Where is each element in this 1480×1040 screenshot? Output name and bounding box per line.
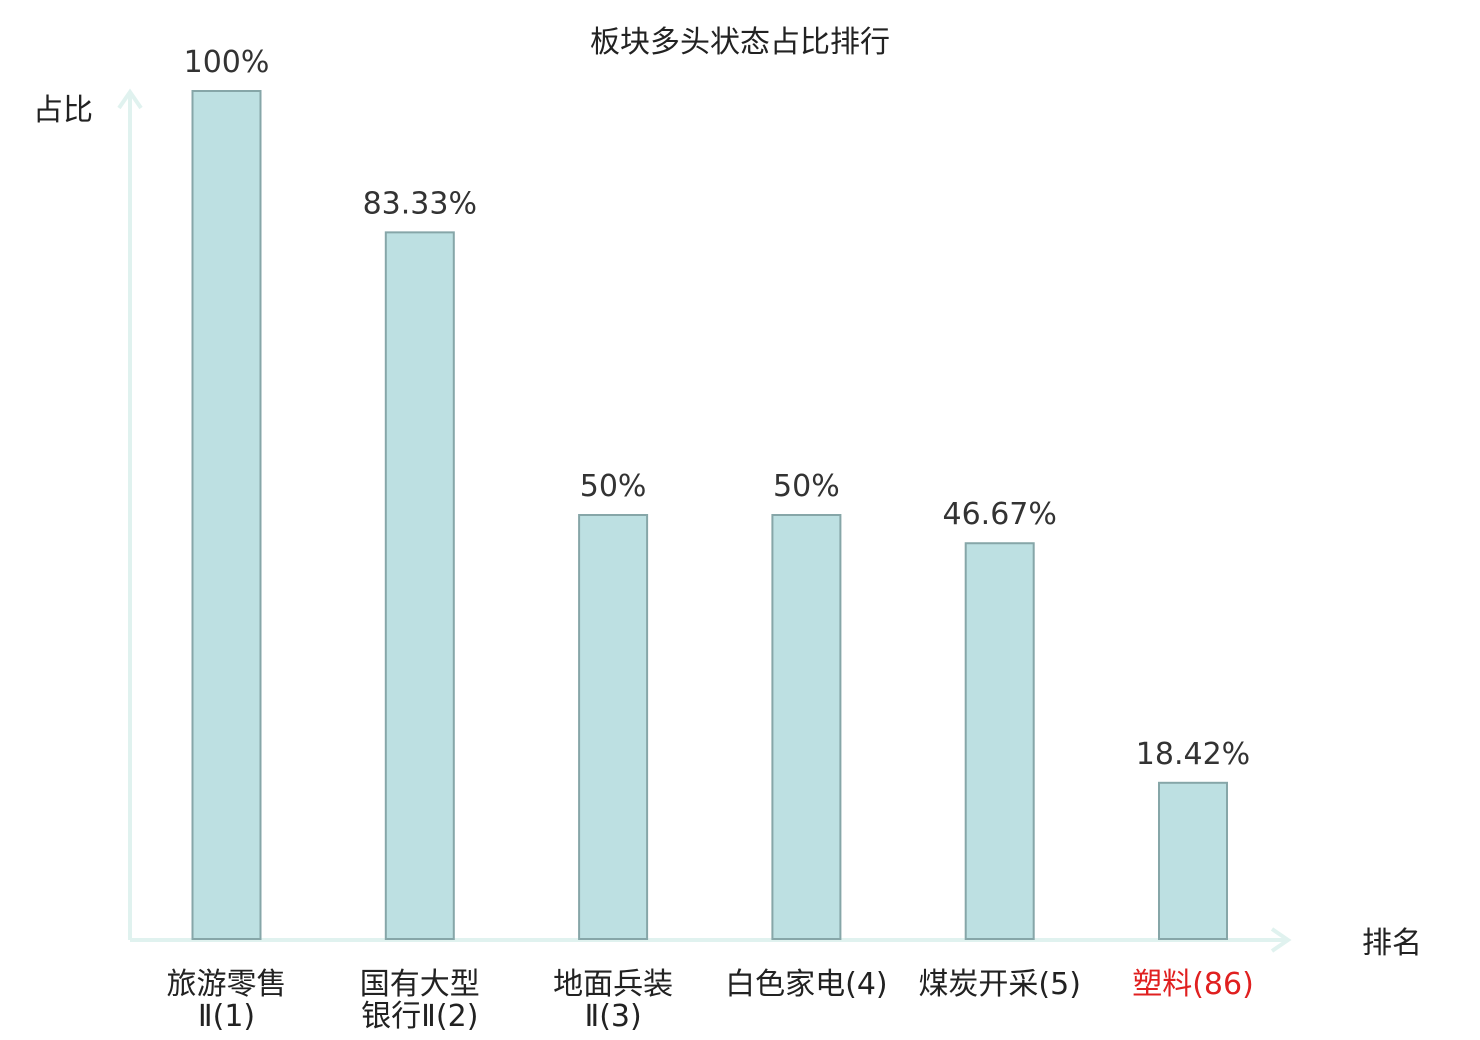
category-label-line: 旅游零售 xyxy=(167,967,287,1002)
value-labels: 100% 83.33% 50% 50% 46.67% 18.42% xyxy=(184,45,1251,772)
category-label-line: 国有大型 xyxy=(360,967,480,1002)
bars xyxy=(191,90,1228,941)
category-label-line: 地面兵装 xyxy=(553,967,673,1002)
x-axis-label: 排名 xyxy=(1362,926,1422,961)
category-label-line: 煤炭开采(5) xyxy=(918,967,1081,1002)
value-label-5: 46.67% xyxy=(943,497,1057,532)
bar-5 xyxy=(964,542,1035,940)
category-label-3: 地面兵装 Ⅱ(3) xyxy=(553,967,673,1034)
category-label-6: 塑料(86) xyxy=(1132,967,1254,1002)
y-axis-arrow xyxy=(117,88,143,110)
category-label-line: Ⅱ(3) xyxy=(584,999,641,1034)
category-label-line: 银行Ⅱ(2) xyxy=(361,999,478,1034)
chart-title: 板块多头状态占比排行 xyxy=(590,25,890,60)
category-label-line: 白色家电(4) xyxy=(725,967,888,1002)
axes xyxy=(117,88,1292,953)
y-axis-label: 占比 xyxy=(33,93,93,128)
bar-2 xyxy=(384,231,455,941)
bar-4 xyxy=(771,514,842,940)
category-labels: 旅游零售 Ⅱ(1) 国有大型银行Ⅱ(2) 地面兵装 Ⅱ(3) 白色家电(4) 煤炭开采(5)… xyxy=(167,967,1254,1034)
value-label-1: 100% xyxy=(184,45,270,80)
category-label-4: 白色家电(4) xyxy=(725,967,888,1002)
category-label-2: 国有大型银行Ⅱ(2) xyxy=(360,967,480,1034)
x-axis-arrow xyxy=(1270,927,1292,953)
value-label-4: 50% xyxy=(773,469,840,504)
value-label-2: 83.33% xyxy=(363,186,477,221)
bar-3 xyxy=(578,514,649,940)
bar-1 xyxy=(191,90,262,940)
value-label-3: 50% xyxy=(580,469,647,504)
value-label-6: 18.42% xyxy=(1136,737,1250,772)
category-label-line: Ⅱ(1) xyxy=(198,999,255,1034)
category-label-1: 旅游零售 Ⅱ(1) xyxy=(167,967,287,1034)
bar-6 xyxy=(1158,781,1228,940)
category-label-5: 煤炭开采(5) xyxy=(918,967,1081,1002)
category-label-line: 塑料(86) xyxy=(1132,967,1254,1002)
